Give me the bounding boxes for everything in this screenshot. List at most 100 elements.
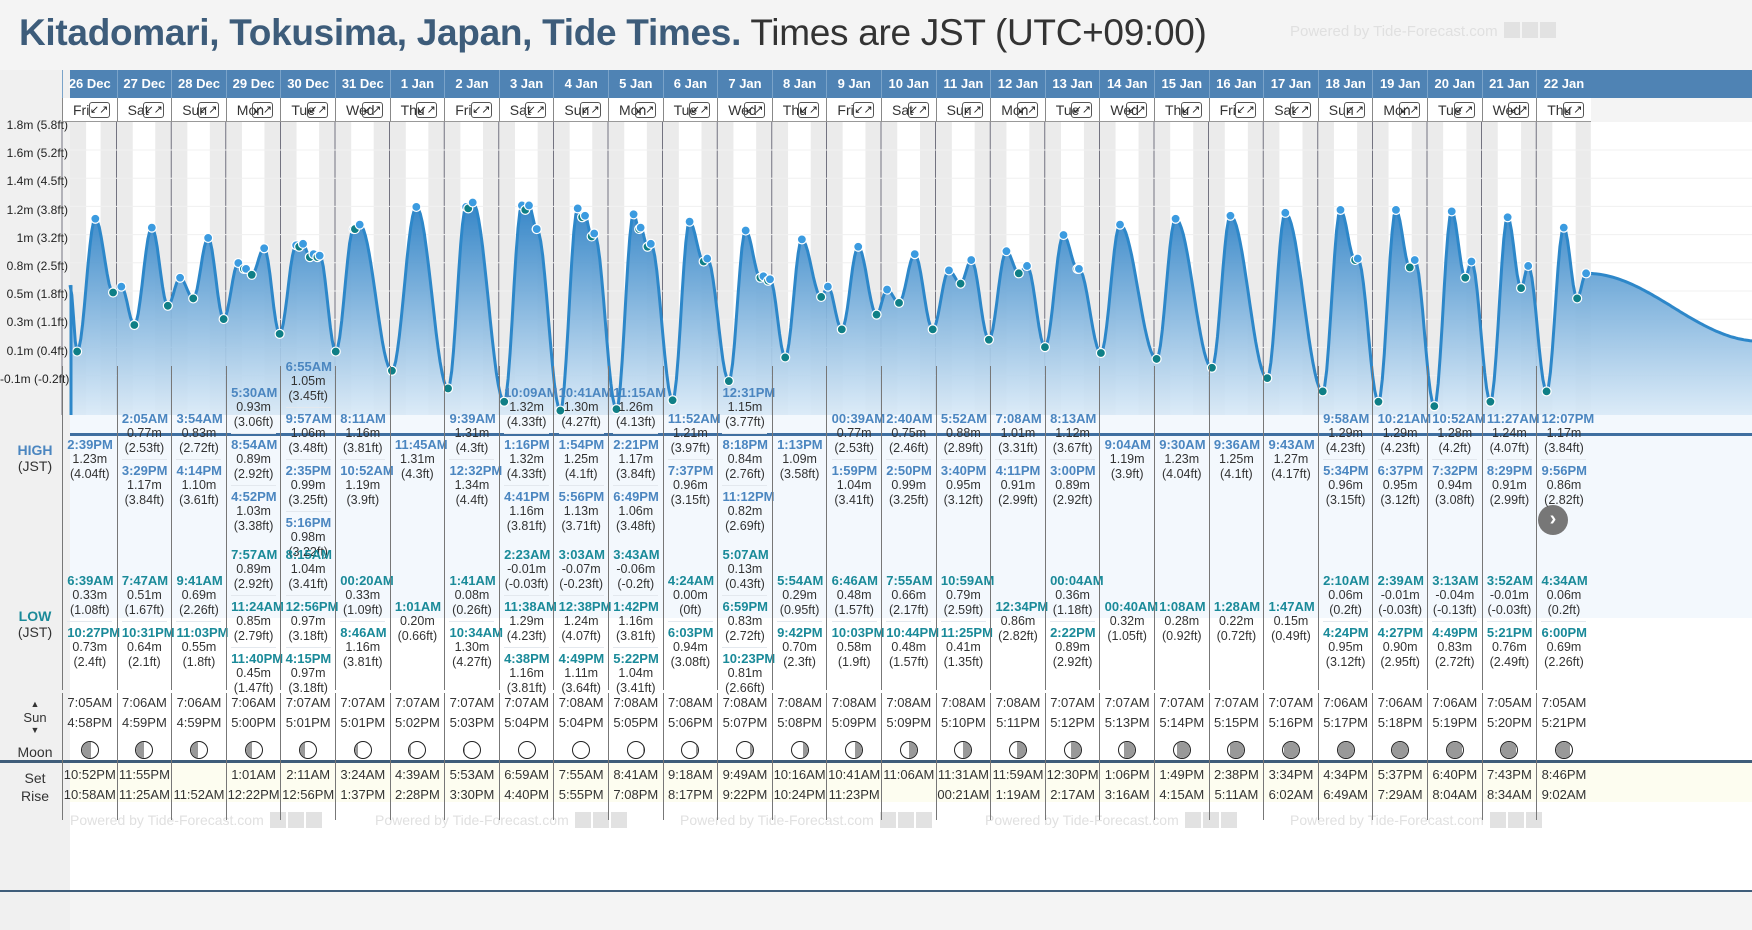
expand-icon[interactable]: ↙↗ [1562,102,1584,118]
high-tide-point[interactable] [1225,210,1236,221]
high-tide-point[interactable] [297,238,309,249]
high-tide-point[interactable] [966,254,977,266]
low-tide-point[interactable] [955,278,966,289]
high-tide-point[interactable] [645,238,656,249]
expand-icon[interactable]: ↙↗ [962,102,984,118]
high-tide-point[interactable] [1409,254,1420,266]
high-tide-point[interactable] [740,225,751,236]
expand-icon[interactable]: ↙↗ [1235,102,1257,118]
expand-icon[interactable]: ↙↗ [634,102,656,118]
high-tide-point[interactable] [881,284,893,295]
high-tide-point[interactable] [1058,229,1069,241]
expand-icon[interactable]: ↙↗ [1453,102,1475,118]
low-tide-point[interactable] [72,346,83,357]
low-tide-point[interactable] [1515,282,1527,294]
high-tide-point[interactable] [116,281,127,292]
high-tide-point[interactable] [764,274,776,285]
low-tide-point[interactable] [129,319,140,331]
high-tide-point[interactable] [467,197,478,208]
high-tide-point[interactable] [1446,206,1457,217]
high-tide-point[interactable] [203,232,214,244]
low-tide-point[interactable] [555,405,566,416]
high-tide-point[interactable] [943,265,955,276]
high-tide-point[interactable] [579,210,591,221]
low-tide-point[interactable] [1373,396,1384,407]
high-tide-point[interactable] [628,209,639,220]
low-tide-point[interactable] [188,293,199,304]
expand-icon[interactable]: ↙↗ [470,102,492,118]
high-tide-point[interactable] [853,241,864,252]
high-tide-point[interactable] [822,281,833,292]
expand-icon[interactable]: ↙↗ [1125,102,1147,118]
low-tide-point[interactable] [218,313,229,325]
low-tide-point[interactable] [1429,401,1440,412]
expand-icon[interactable]: ↙↗ [525,102,547,118]
high-tide-point[interactable] [1558,222,1569,233]
low-tide-point[interactable] [1572,293,1583,304]
high-tide-point[interactable] [1466,256,1477,267]
high-tide-point[interactable] [1352,253,1363,264]
high-tide-point[interactable] [1502,212,1513,223]
high-tide-point[interactable] [796,234,807,245]
low-tide-point[interactable] [1404,262,1415,273]
scroll-next-button[interactable]: › [1538,505,1568,535]
high-tide-point[interactable] [1114,219,1126,230]
expand-icon[interactable]: ↙↗ [197,102,219,118]
low-tide-point[interactable] [1262,373,1273,384]
low-tide-point[interactable] [667,395,678,406]
low-tide-point[interactable] [246,269,257,280]
low-tide-point[interactable] [274,328,285,339]
expand-icon[interactable]: ↙↗ [689,102,711,118]
low-tide-point[interactable] [983,334,994,345]
high-tide-point[interactable] [684,216,695,227]
expand-icon[interactable]: ↙↗ [852,102,874,118]
expand-icon[interactable]: ↙↗ [361,102,383,118]
expand-icon[interactable]: ↙↗ [88,102,110,118]
high-tide-point[interactable] [174,272,186,283]
expand-icon[interactable]: ↙↗ [1289,102,1311,118]
low-tide-point[interactable] [723,375,734,387]
high-tide-point[interactable] [589,228,600,239]
expand-icon[interactable]: ↙↗ [143,102,165,118]
high-tide-point[interactable] [531,223,542,235]
high-tide-point[interactable] [1390,204,1402,215]
high-tide-point[interactable] [1580,268,1592,279]
low-tide-point[interactable] [442,383,454,394]
expand-icon[interactable]: ↙↗ [1508,102,1530,118]
low-tide-point[interactable] [107,287,119,298]
high-tide-point[interactable] [90,213,101,224]
expand-icon[interactable]: ↙↗ [579,102,601,118]
high-tide-point[interactable] [1335,204,1346,215]
low-tide-point[interactable] [330,346,341,357]
expand-icon[interactable]: ↙↗ [907,102,929,118]
high-tide-point[interactable] [702,253,713,264]
expand-icon[interactable]: ↙↗ [252,102,274,118]
expand-icon[interactable]: ↙↗ [1398,102,1420,118]
high-tide-point[interactable] [314,250,325,261]
low-tide-point[interactable] [162,300,173,311]
expand-icon[interactable]: ↙↗ [416,102,438,118]
low-tide-point[interactable] [1039,342,1051,353]
low-tide-point[interactable] [780,352,791,363]
high-tide-point[interactable] [354,219,365,230]
low-tide-point[interactable] [1206,362,1218,373]
expand-icon[interactable]: ↙↗ [1344,102,1366,118]
high-tide-point[interactable] [909,249,920,260]
low-tide-point[interactable] [816,291,827,303]
expand-icon[interactable]: ↙↗ [798,102,820,118]
high-tide-point[interactable] [523,200,535,211]
high-tide-point[interactable] [1170,213,1181,224]
low-tide-point[interactable] [1095,347,1107,359]
expand-icon[interactable]: ↙↗ [1071,102,1093,118]
high-tide-point[interactable] [1280,207,1291,218]
low-tide-point[interactable] [1541,386,1552,397]
high-tide-point[interactable] [572,203,583,214]
low-tide-point[interactable] [871,309,882,320]
low-tide-point[interactable] [836,324,847,335]
low-tide-point[interactable] [1151,353,1162,365]
high-tide-point[interactable] [1073,263,1085,275]
low-tide-point[interactable] [893,297,905,308]
high-tide-point[interactable] [259,243,270,254]
high-tide-point[interactable] [1021,260,1033,272]
high-tide-point[interactable] [1523,260,1534,272]
